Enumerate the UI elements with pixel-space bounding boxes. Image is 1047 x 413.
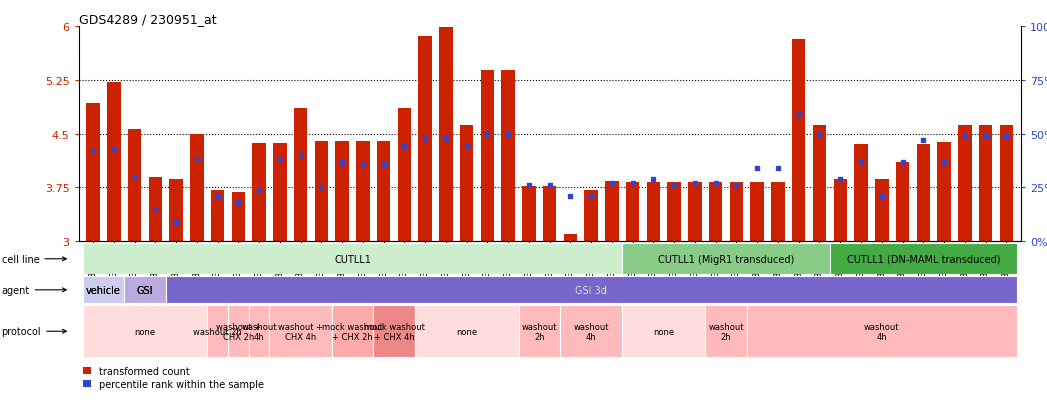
Bar	[916, 145, 930, 242]
Bar	[398, 109, 411, 242]
Bar	[958, 126, 972, 242]
Bar	[730, 182, 743, 242]
Bar	[751, 182, 764, 242]
Text: washout
2h: washout 2h	[521, 322, 557, 341]
Bar	[563, 235, 577, 242]
Text: washout +
CHX 4h: washout + CHX 4h	[279, 322, 324, 341]
Text: GSI 3d: GSI 3d	[575, 285, 607, 295]
Text: none: none	[653, 327, 674, 336]
Text: washout
2h: washout 2h	[709, 322, 743, 341]
Bar	[1000, 126, 1013, 242]
Bar	[772, 182, 785, 242]
Text: washout
4h: washout 4h	[242, 322, 276, 341]
Text: GDS4289 / 230951_at: GDS4289 / 230951_at	[79, 13, 216, 26]
Bar	[83, 244, 622, 275]
Bar	[522, 187, 536, 242]
Bar	[128, 129, 141, 242]
Text: CUTLL1 (MigR1 transduced): CUTLL1 (MigR1 transduced)	[658, 254, 795, 264]
Bar	[460, 126, 473, 242]
Bar	[706, 306, 747, 357]
Bar	[210, 190, 224, 242]
Bar	[560, 306, 622, 357]
Bar	[415, 306, 518, 357]
Bar	[86, 103, 99, 242]
Text: washout
4h: washout 4h	[864, 322, 899, 341]
Bar	[502, 71, 515, 242]
Bar	[626, 182, 640, 242]
Bar	[709, 182, 722, 242]
Text: washout
4h: washout 4h	[574, 322, 609, 341]
Bar	[667, 182, 681, 242]
Bar	[584, 190, 598, 242]
Legend: transformed count, percentile rank within the sample: transformed count, percentile rank withi…	[84, 366, 264, 389]
Text: GSI: GSI	[137, 285, 153, 295]
Bar	[252, 144, 266, 242]
Bar	[191, 135, 203, 242]
Bar	[481, 71, 494, 242]
Bar	[439, 28, 452, 242]
Bar	[647, 182, 661, 242]
Bar	[833, 179, 847, 242]
Text: CUTLL1 (DN-MAML transduced): CUTLL1 (DN-MAML transduced)	[847, 254, 1000, 264]
Bar	[335, 141, 349, 242]
Text: agent: agent	[1, 285, 66, 295]
Text: none: none	[134, 327, 156, 336]
Bar	[543, 187, 556, 242]
Bar	[937, 143, 951, 242]
Bar	[83, 277, 125, 304]
Bar	[854, 145, 868, 242]
Text: mock washout
+ CHX 2h: mock washout + CHX 2h	[322, 322, 383, 341]
Bar	[812, 126, 826, 242]
Bar	[373, 306, 415, 357]
Bar	[314, 141, 328, 242]
Bar	[979, 126, 993, 242]
Bar	[377, 141, 391, 242]
Bar	[747, 306, 1017, 357]
Bar	[207, 306, 228, 357]
Bar	[125, 277, 165, 304]
Bar	[149, 177, 162, 242]
Bar	[792, 40, 805, 242]
Bar	[518, 306, 560, 357]
Text: washout +
CHX 2h: washout + CHX 2h	[216, 322, 261, 341]
Bar	[419, 37, 431, 242]
Text: washout 2h: washout 2h	[194, 327, 242, 336]
Bar	[269, 306, 332, 357]
Bar	[294, 109, 308, 242]
Bar	[170, 180, 183, 242]
Text: vehicle: vehicle	[86, 285, 120, 295]
Bar	[688, 182, 701, 242]
Bar	[875, 179, 889, 242]
Bar	[273, 144, 287, 242]
Bar	[228, 306, 249, 357]
Text: CUTLL1: CUTLL1	[334, 254, 371, 264]
Bar	[332, 306, 373, 357]
Bar	[622, 306, 706, 357]
Text: mock washout
+ CHX 4h: mock washout + CHX 4h	[363, 322, 424, 341]
Text: GSI: GSI	[137, 285, 153, 295]
Bar	[249, 306, 269, 357]
Bar	[830, 244, 1017, 275]
Text: vehicle: vehicle	[86, 285, 120, 295]
Bar	[83, 306, 207, 357]
Bar	[605, 181, 619, 242]
Bar	[622, 244, 830, 275]
Text: cell line: cell line	[1, 254, 66, 264]
Text: none: none	[456, 327, 477, 336]
Bar	[107, 83, 120, 242]
Text: protocol: protocol	[1, 326, 66, 337]
Text: GSI 3d: GSI 3d	[575, 285, 607, 295]
Bar	[356, 141, 370, 242]
Bar	[231, 193, 245, 242]
Bar	[896, 163, 909, 242]
